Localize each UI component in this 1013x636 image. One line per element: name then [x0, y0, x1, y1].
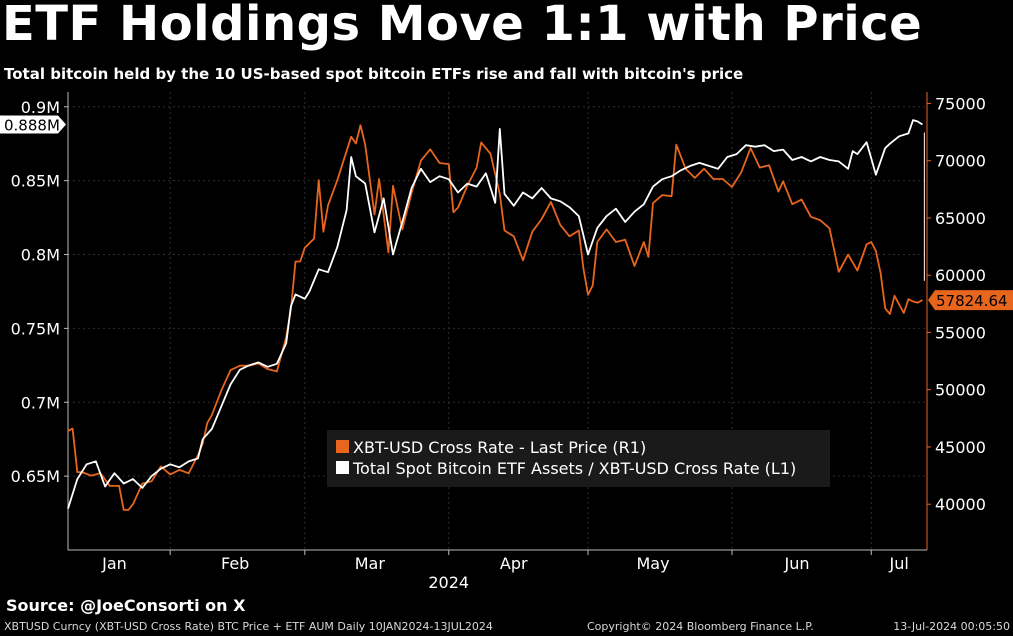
left-tick-label: 0.9M	[21, 98, 60, 117]
series-line-etf	[67, 119, 923, 509]
right-tick-label: 40000	[935, 495, 986, 514]
left-last-value-badge	[0, 115, 66, 134]
series-line-price	[67, 124, 923, 511]
series-lines	[67, 119, 925, 511]
x-tick-label-mar: Mar	[355, 554, 386, 573]
right-tick-label: 50000	[935, 381, 986, 400]
x-axis-ticks: Jan Feb Mar Apr May Jun Jul 2024	[101, 550, 909, 592]
right-tick-label: 65000	[935, 209, 986, 228]
legend-label-price: XBT-USD Cross Rate - Last Price (R1)	[353, 438, 646, 457]
right-tick-label: 45000	[935, 438, 986, 457]
footer-copyright: Copyright© 2024 Bloomberg Finance L.P.	[587, 620, 814, 633]
chart-title: ETF Holdings Move 1:1 with Price	[2, 0, 923, 52]
x-tick-label-jun: Jun	[783, 554, 809, 573]
right-tick-label: 55000	[935, 323, 986, 342]
left-tick-label: 0.8M	[21, 246, 60, 265]
right-last-value-label: 57824.64	[936, 292, 1008, 310]
footer-timestamp: 13-Jul-2024 00:05:50	[893, 620, 1010, 633]
right-axis-ticks: 40000 45000 50000 55000 60000 65000 70000 75000	[935, 94, 986, 514]
x-tick-label-jul: Jul	[888, 554, 908, 573]
right-tick-label: 60000	[935, 266, 986, 285]
left-tick-label: 0.65M	[11, 467, 60, 486]
right-tick-label: 70000	[935, 152, 986, 171]
left-axis-ticks: 0.65M 0.7M 0.75M 0.8M 0.85M 0.9M	[11, 98, 60, 486]
right-last-value-badge	[928, 290, 1013, 311]
left-tick-label: 0.75M	[11, 319, 60, 338]
x-tick-label-feb: Feb	[221, 554, 249, 573]
legend-label-etf: Total Spot Bitcoin ETF Assets / XBT-USD …	[352, 459, 796, 478]
source-credit: Source: @JoeConsorti on X	[6, 596, 246, 615]
legend: XBT-USD Cross Rate - Last Price (R1) Tot…	[327, 430, 830, 487]
x-tick-label-may: May	[637, 554, 670, 573]
left-last-value-label: 0.888M	[4, 117, 60, 135]
last-value-badges: 0.888M 57824.64	[0, 115, 1013, 311]
footer-ticker-note: XBTUSD Curncy (XBT-USD Cross Rate) BTC P…	[4, 620, 493, 633]
axes	[64, 92, 931, 551]
x-year-label: 2024	[428, 573, 469, 592]
legend-swatch-etf	[336, 461, 349, 474]
chart-subtitle: Total bitcoin held by the 10 US-based sp…	[4, 65, 744, 83]
x-tick-label-jan: Jan	[101, 554, 127, 573]
left-tick-label: 0.7M	[21, 393, 60, 412]
x-tick-label-apr: Apr	[500, 554, 528, 573]
left-tick-label: 0.85M	[11, 172, 60, 191]
legend-swatch-price	[336, 440, 349, 453]
right-tick-label: 75000	[935, 94, 986, 113]
